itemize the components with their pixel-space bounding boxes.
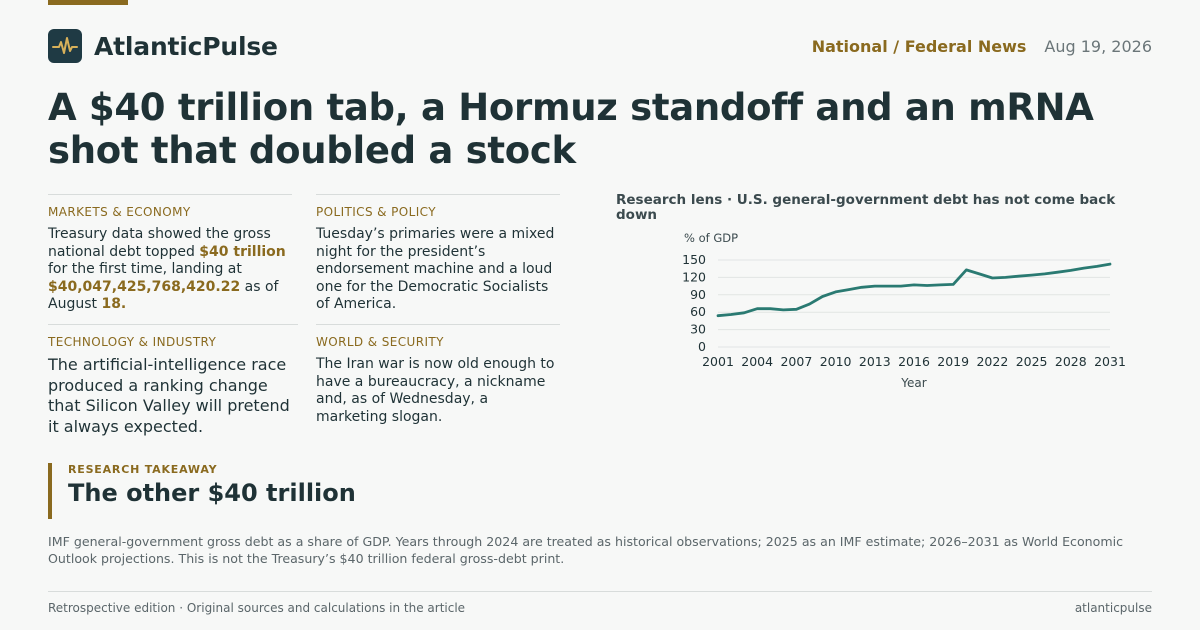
takeaway-label: Research Takeaway: [68, 463, 218, 476]
chart-note: IMF general-government gross debt as a s…: [48, 534, 1124, 566]
brief-tag: Politics & Policy: [316, 205, 436, 219]
brief-world: World & Security The Iran war is now old…: [316, 324, 560, 426]
chart-title: Research lens · U.S. general-government …: [616, 192, 1116, 223]
debt-highlight: $40 trillion: [199, 243, 286, 260]
debt-chart: 0 30 60 90 120 150 2001 2004 2007 2010 2013 2016 201…: [682, 231, 1126, 390]
y-tick-label: 60: [690, 304, 706, 319]
footer: Retrospective edition · Original sources…: [48, 591, 1152, 615]
x-tick-label: 2025: [1016, 354, 1048, 369]
headline: A $40 trillion tab, a Hormuz standoff an…: [48, 86, 1094, 172]
x-tick-label: 2016: [898, 354, 930, 369]
x-tick-label: 2013: [859, 354, 891, 369]
x-tick-label: 2022: [976, 354, 1008, 369]
y-tick-label: 120: [682, 269, 706, 284]
footer-site-link[interactable]: atlanticpulse: [1074, 601, 1152, 615]
brief-text-part: Treasury data showed the gross national …: [48, 226, 271, 260]
brand-name[interactable]: AtlanticPulse: [94, 31, 278, 61]
brief-text: Tuesday’s primaries were a mixed night f…: [316, 226, 555, 313]
x-tick-label: 2010: [820, 354, 852, 369]
brief-tag: Markets & Economy: [48, 205, 191, 219]
brief-technology: Technology & Industry The artificial-int…: [48, 324, 298, 437]
y-tick-label: 0: [698, 339, 706, 354]
brief-tag: Technology & Industry: [48, 335, 217, 349]
date-highlight: 18.: [101, 296, 127, 313]
pulse-waveform-icon[interactable]: [48, 29, 82, 63]
x-tick-label: 2007: [780, 354, 812, 369]
masthead-meta: National / Federal News Aug 19, 2026: [812, 37, 1152, 56]
brief-text: Treasury data showed the gross national …: [48, 226, 292, 314]
y-axis-label: % of GDP: [684, 231, 738, 245]
x-tick-label: 2019: [937, 354, 969, 369]
y-tick-label: 90: [690, 287, 706, 302]
x-tick-label: 2031: [1094, 354, 1126, 369]
section-label[interactable]: National / Federal News: [811, 36, 1027, 56]
x-tick-label: 2028: [1055, 354, 1087, 369]
y-tick-label: 30: [690, 322, 706, 337]
top-accent-bar: [48, 0, 128, 5]
brief-text-part: as of August: [48, 278, 279, 313]
brief-politics: Politics & Policy Tuesday’s primaries we…: [316, 194, 560, 314]
series-line: [716, 262, 1112, 318]
y-tick-label: 150: [682, 252, 706, 267]
brief-text: The Iran war is now old enough to have a…: [316, 356, 555, 425]
brief-markets: Markets & Economy Treasury data showed t…: [48, 194, 292, 314]
brief-text: The artificial-intelligence race produce…: [48, 355, 290, 436]
publish-date: Aug 19, 2026: [1044, 36, 1152, 56]
x-axis-label: Year: [900, 376, 926, 390]
footer-edition: Retrospective edition · Original sources…: [48, 601, 466, 615]
brief-text-part: for the first time, landing at: [48, 261, 242, 278]
brief-tag: World & Security: [316, 335, 444, 349]
masthead: AtlanticPulse National / Federal News Au…: [48, 28, 1152, 64]
research-takeaway: Research Takeaway The other $40 trillion: [48, 463, 356, 519]
x-tick-label: 2004: [741, 354, 773, 369]
takeaway-title: The other $40 trillion: [68, 479, 356, 507]
debt-amount-highlight: $40,047,425,768,420.22: [48, 278, 241, 295]
x-tick-label: 2001: [702, 354, 734, 369]
